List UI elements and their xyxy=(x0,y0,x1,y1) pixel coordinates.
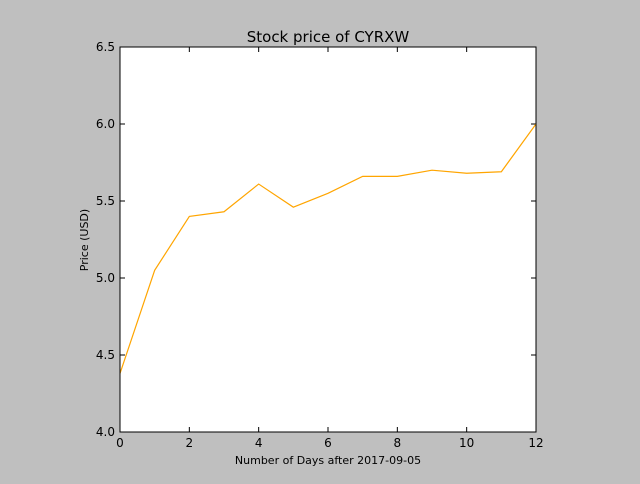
y-tick-label: 6.0 xyxy=(96,117,115,131)
x-tick-label: 8 xyxy=(394,436,402,450)
x-axis-ticks: 0 2 4 6 8 10 12 xyxy=(116,47,544,450)
series-line-cyrxw xyxy=(119,123,537,374)
x-tick-label: 10 xyxy=(459,436,474,450)
y-tick-label: 5.0 xyxy=(96,271,115,285)
x-tick-label: 4 xyxy=(255,436,263,450)
y-tick-label: 4.0 xyxy=(96,425,115,439)
y-tick-label: 5.5 xyxy=(96,194,115,208)
y-axis-label: Price (USD) xyxy=(78,209,91,271)
plot-area xyxy=(120,47,536,432)
plot-frame xyxy=(119,46,537,433)
chart-title: Stock price of CYRXW xyxy=(247,28,410,46)
y-tick-label: 6.5 xyxy=(96,40,115,54)
y-axis-ticks: 4.0 4.5 5.0 5.5 6.0 6.5 xyxy=(96,40,536,439)
x-tick-label: 0 xyxy=(116,436,124,450)
x-tick-label: 2 xyxy=(186,436,194,450)
x-tick-label: 6 xyxy=(324,436,332,450)
x-tick-label: 12 xyxy=(528,436,543,450)
y-tick-label: 4.5 xyxy=(96,348,115,362)
x-axis-label: Number of Days after 2017-09-05 xyxy=(235,454,421,467)
